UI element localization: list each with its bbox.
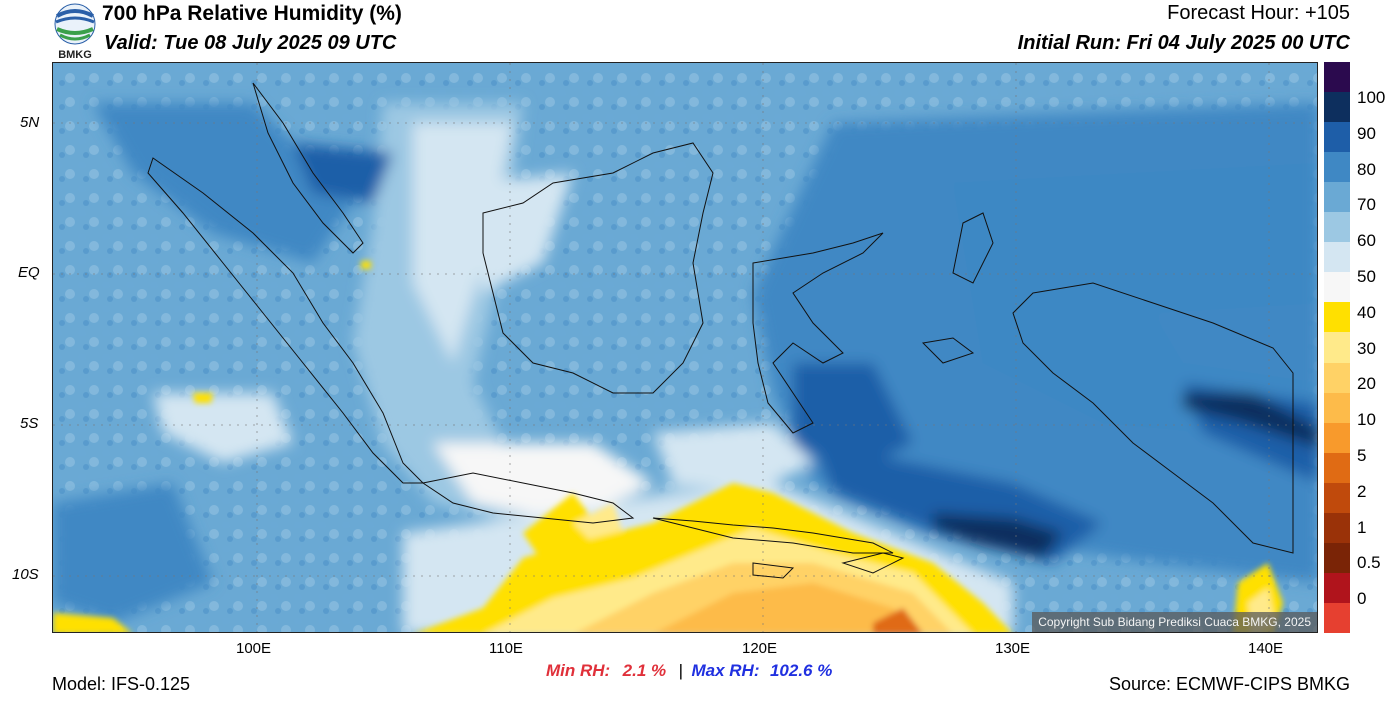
colorbar-swatch <box>1324 152 1350 183</box>
forecast-hour: Forecast Hour: +105 <box>1167 2 1350 24</box>
colorbar-swatch <box>1324 392 1350 424</box>
colorbar-swatch <box>1324 572 1350 604</box>
humidity-map: Copyright Sub Bidang Prediksi Cuaca BMKG… <box>52 62 1318 633</box>
colorbar-label: 2 <box>1357 481 1367 501</box>
chart-title: 700 hPa Relative Humidity (%) <box>102 2 402 25</box>
lat-label-10s: 10S <box>12 566 39 583</box>
lon-label-120e: 120E <box>742 640 778 657</box>
colorbar-label: 100 <box>1357 88 1386 107</box>
colorbar-swatch <box>1324 602 1350 634</box>
colorbar-label: 0.5 <box>1357 553 1381 573</box>
humidity-field <box>53 63 1317 632</box>
colorbar-swatch <box>1324 542 1350 574</box>
colorbar-swatch <box>1324 512 1350 544</box>
valid-time: Valid: Tue 08 July 2025 09 UTC <box>104 32 397 54</box>
colorbar-label: 90 <box>1357 123 1376 143</box>
colorbar-label: 20 <box>1357 374 1376 394</box>
colorbar-label: 40 <box>1357 302 1376 322</box>
bmkg-logo: BMKG <box>52 2 98 61</box>
colorbar-label: 70 <box>1357 195 1376 215</box>
colorbar-swatch <box>1324 332 1350 364</box>
colorbar-label: 5 <box>1357 446 1367 465</box>
colorbar-swatch <box>1324 362 1350 394</box>
colorbar-label: 1 <box>1357 517 1367 537</box>
lon-label-100e: 100E <box>236 640 272 657</box>
initial-run: Initial Run: Fri 04 July 2025 00 UTC <box>1017 32 1350 54</box>
max-rh-value: 102.6 % <box>769 661 833 680</box>
copyright-notice: Copyright Sub Bidang Prediksi Cuaca BMKG… <box>1032 612 1317 632</box>
lat-label-eq: EQ <box>18 264 40 281</box>
colorbar-label: 80 <box>1357 159 1376 179</box>
colorbar-swatch <box>1324 452 1350 484</box>
coastlines <box>147 82 1294 579</box>
colorbar-swatch <box>1324 302 1350 333</box>
logo-text: BMKG <box>58 49 92 60</box>
colorbar-label: 60 <box>1357 231 1376 251</box>
colorbar-swatch <box>1324 122 1350 153</box>
colorbar-swatch <box>1324 422 1350 454</box>
rh-separator: | <box>678 661 684 680</box>
colorbar-label: 50 <box>1357 267 1376 286</box>
colorbar-swatch <box>1324 212 1350 243</box>
colorbar-label: 0 <box>1357 589 1367 609</box>
lat-label-5s: 5S <box>20 415 39 432</box>
colorbar-swatch <box>1324 482 1350 514</box>
colorbar <box>1324 62 1350 634</box>
min-rh-label: Min RH: <box>546 661 611 680</box>
source-label: Source: ECMWF-CIPS BMKG <box>1108 674 1350 694</box>
colorbar-label: 10 <box>1357 410 1376 430</box>
colorbar-swatch <box>1324 242 1350 273</box>
rh-extremes: Min RH: 2.1 % | Max RH: 102.6 % <box>546 661 832 681</box>
max-rh-label: Max RH: <box>691 661 760 680</box>
model-label: Model: IFS-0.125 <box>52 674 191 694</box>
colorbar-swatch <box>1324 62 1350 93</box>
colorbar-label: 30 <box>1357 338 1376 358</box>
lon-label-140e: 140E <box>1248 640 1284 657</box>
min-rh-value: 2.1 % <box>622 661 667 680</box>
lat-label-5n: 5N <box>20 114 40 131</box>
colorbar-swatch <box>1324 272 1350 303</box>
colorbar-swatch <box>1324 182 1350 213</box>
lon-label-130e: 130E <box>995 640 1031 657</box>
colorbar-swatch <box>1324 92 1350 123</box>
lon-label-110e: 110E <box>489 640 523 657</box>
